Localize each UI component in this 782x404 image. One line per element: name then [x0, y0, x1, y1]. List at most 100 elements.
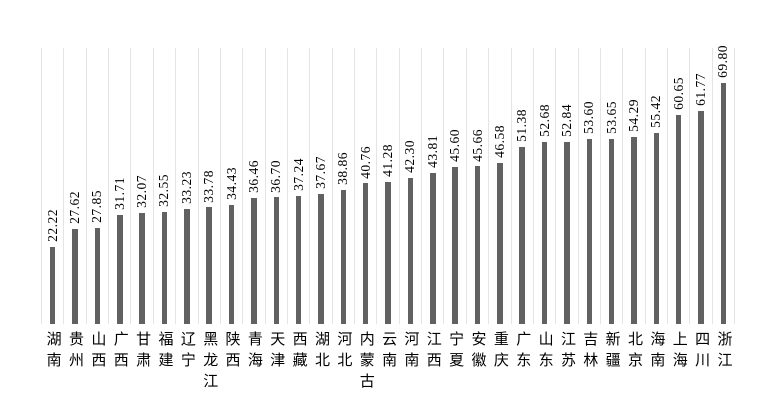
bar-column: 52.68 山东 — [532, 48, 555, 373]
bar-column: 27.85 山西 — [85, 48, 108, 373]
bar-column: 40.76 内蒙古 — [354, 48, 376, 394]
bar-column: 36.46 青海 — [242, 48, 264, 373]
x-axis-label: 湖南 — [44, 331, 61, 373]
x-axis-label: 安徽 — [469, 331, 486, 373]
bar-value-label: 32.55 — [156, 173, 172, 207]
bar — [407, 178, 414, 324]
x-axis-label: 江苏 — [558, 331, 575, 373]
bar-value-label: 38.86 — [335, 152, 351, 185]
bar — [184, 209, 190, 324]
bar — [631, 136, 637, 324]
bar — [452, 166, 458, 324]
bar-column: 69.80 浙江 — [711, 45, 734, 373]
bar-value-label: 36.46 — [245, 160, 261, 194]
bar-column: 36.70 天津 — [264, 48, 287, 373]
bar-value-label: 43.81 — [424, 134, 440, 168]
x-axis-label: 青海 — [245, 331, 262, 373]
bar-value-label: 33.78 — [201, 169, 217, 203]
bar — [541, 142, 548, 324]
bar-value-label: 52.84 — [558, 103, 574, 137]
bar-column: 60.65 上海 — [667, 48, 689, 373]
bar-value-label: 55.42 — [648, 94, 664, 128]
bar — [698, 110, 704, 324]
bar — [49, 247, 56, 324]
bar-column: 45.66 安徽 — [465, 48, 488, 373]
x-axis-label: 内蒙古 — [357, 331, 374, 394]
bar — [430, 172, 436, 324]
x-axis-label: 福建 — [156, 331, 173, 373]
bar-value-label: 31.71 — [111, 176, 127, 210]
x-axis-label: 浙江 — [715, 331, 732, 373]
bar-value-label: 33.23 — [178, 171, 194, 205]
bar-column: 31.71 广西 — [108, 48, 130, 373]
bar-column: 37.67 湖北 — [309, 48, 331, 373]
bar-column: 51.38 广东 — [510, 48, 533, 373]
x-axis-label: 辽宁 — [178, 331, 195, 373]
x-axis-label: 广西 — [111, 331, 128, 373]
bar-value-label: 32.07 — [134, 175, 150, 209]
x-axis-label: 甘肃 — [134, 331, 151, 373]
bar-column: 34.43 陕西 — [219, 48, 242, 373]
bar-column: 32.55 福建 — [152, 48, 175, 373]
bar — [586, 139, 593, 324]
bar — [497, 163, 503, 324]
bar-value-label: 34.43 — [223, 167, 239, 201]
plot-area: 22.22 湖南 27.62 贵州 27.85 山西 31.71 广西 32.07 甘肃 32.55… — [41, 45, 735, 394]
bar-value-label: 53.65 — [603, 101, 619, 134]
bar-column: 46.58 重庆 — [488, 48, 510, 373]
bar-column: 43.81 江西 — [421, 48, 443, 373]
bar-column: 53.65 新疆 — [599, 48, 622, 373]
bar-value-label: 46.58 — [491, 125, 507, 159]
bar — [139, 213, 145, 324]
bar-column: 53.60 吉林 — [577, 48, 600, 373]
bar-column: 32.07 甘肃 — [130, 48, 152, 373]
bar-value-label: 41.28 — [380, 143, 396, 177]
bar — [653, 132, 660, 324]
bar — [206, 207, 212, 324]
x-axis-label: 新疆 — [603, 331, 620, 373]
bar-column: 27.62 贵州 — [63, 48, 85, 373]
bar-value-label: 45.60 — [447, 128, 463, 162]
bar — [228, 205, 235, 324]
x-axis-label: 河北 — [335, 331, 352, 373]
x-axis-label: 海南 — [648, 331, 665, 373]
bar — [72, 228, 78, 324]
x-axis-label: 湖北 — [312, 331, 329, 373]
bar-value-label: 37.24 — [290, 157, 306, 191]
x-axis-label: 北京 — [626, 331, 643, 373]
x-axis-label: 吉林 — [581, 331, 598, 373]
bar-value-label: 42.30 — [402, 140, 418, 174]
x-axis-label: 山东 — [536, 331, 553, 373]
bar-value-label: 37.67 — [312, 156, 328, 190]
bar — [340, 189, 347, 324]
x-axis-label: 宁夏 — [447, 331, 464, 373]
bar-column: 41.28 云南 — [376, 48, 398, 373]
bar-value-label: 40.76 — [357, 145, 373, 179]
bar-column: 22.22 湖南 — [41, 48, 63, 373]
bar — [675, 114, 682, 324]
bar-value-label: 61.77 — [693, 73, 709, 106]
bar — [318, 194, 324, 324]
x-axis-label: 天津 — [268, 331, 285, 373]
x-axis-label: 贵州 — [67, 331, 84, 373]
bar — [295, 195, 302, 324]
bar-column: 33.78 黑龙江 — [197, 48, 220, 394]
x-axis-label: 河南 — [402, 331, 419, 373]
bar-column: 55.42 海南 — [644, 48, 667, 373]
bar — [564, 141, 570, 324]
x-axis-label: 四川 — [693, 331, 710, 373]
x-axis-label: 广东 — [514, 331, 531, 373]
bar — [362, 183, 369, 324]
bar-column: 45.60 宁夏 — [443, 48, 465, 373]
bar — [94, 227, 101, 324]
x-axis-label: 山西 — [89, 331, 106, 373]
bar-value-label: 51.38 — [514, 108, 530, 142]
bar-column: 33.23 辽宁 — [175, 48, 197, 373]
bar-value-label: 60.65 — [670, 76, 686, 110]
bar — [251, 198, 257, 324]
x-axis-label: 陕西 — [223, 331, 240, 373]
x-axis-label: 黑龙江 — [201, 331, 218, 394]
bar — [519, 146, 525, 324]
bar-column: 37.24 西藏 — [286, 48, 309, 373]
bar-value-label: 27.85 — [89, 190, 105, 223]
